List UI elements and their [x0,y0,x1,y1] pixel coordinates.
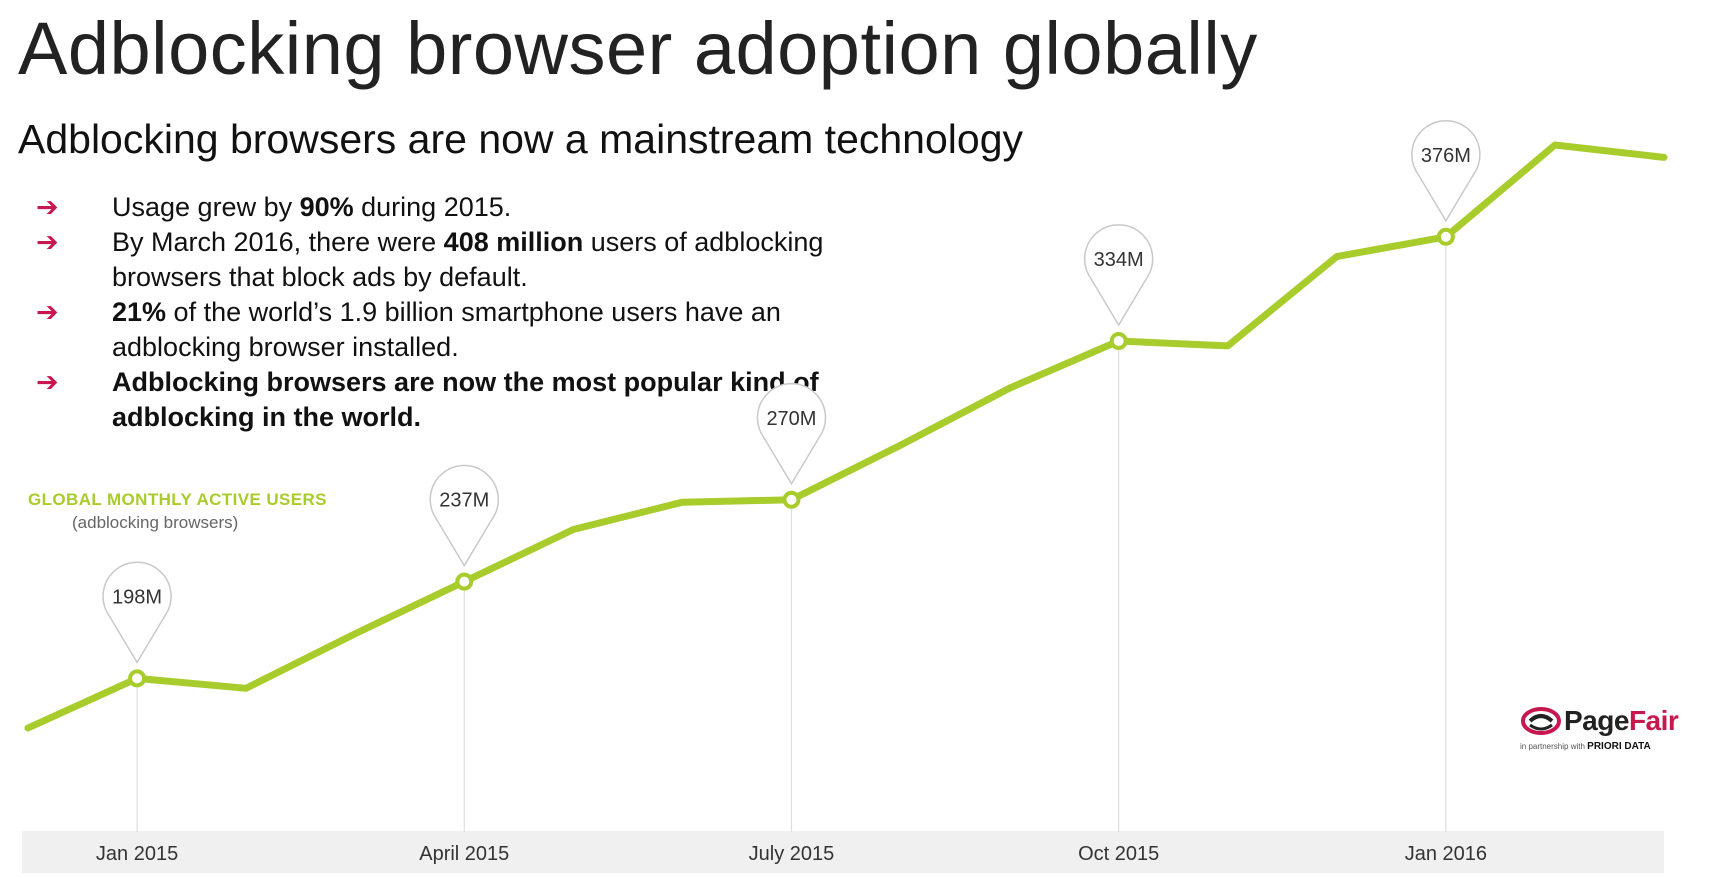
x-tick-label: April 2015 [419,843,509,865]
x-tick-label: July 2015 [749,843,835,865]
bullet-text: Usage grew by [112,192,300,222]
data-label: 237M [439,490,489,512]
data-label: 334M [1094,249,1144,271]
bullet-text: By March 2016, there were [112,227,444,257]
callout-pin [429,464,499,568]
x-tick-label: Jan 2016 [1405,843,1487,865]
bullet-text-bold: Adblocking browsers are now the most pop… [112,367,819,432]
callout-pin [102,561,172,664]
partner-line: in partnership with PRIORI DATA [1520,741,1651,752]
page-title: Adblocking browser adoption globally [18,7,1258,90]
pagefair-logo: PageFair in partnership with PRIORI DATA [1520,705,1679,755]
bullet-item: ➔ 21% of the world’s 1.9 billion smartpho… [36,295,896,365]
pagefair-logo-name: PageFair [1564,705,1679,736]
chart-series-sublabel: (adblocking browsers) [72,513,239,532]
arrow-right-icon: ➔ [36,367,59,397]
arrow-right-icon: ➔ [36,227,59,257]
series-line [24,141,1668,732]
data-point-marker [128,669,147,688]
bullet-item: ➔ By March 2016, there were 408 million u… [36,225,896,295]
bullet-text-bold: 90% [299,192,354,222]
bullet-text: of the world’s 1.9 billion smartphone us… [112,297,781,362]
callout-pin [756,383,827,486]
callout-pin [1083,224,1154,327]
data-point-marker [1436,227,1455,246]
arrow-right-icon: ➔ [36,192,59,222]
data-point-marker [782,490,801,509]
data-label: 270M [766,408,816,430]
bullet-list: ➔ Usage grew by 90% during 2015. ➔ By March… [36,190,896,435]
x-axis-band [22,831,1664,873]
data-point-marker [455,572,474,591]
bullet-text: users of adblocking browsers that block … [112,227,824,292]
bullet-text-bold: 408 million [443,227,584,257]
data-label: 376M [1421,145,1471,167]
bullet-item: ➔ Adblocking browsers are now the most po… [36,365,896,435]
x-tick-label: Jan 2015 [96,843,178,865]
callout-pin [1411,120,1481,223]
bullet-item: ➔ Usage grew by 90% during 2015. [36,190,896,225]
bullet-text-bold: 21% [112,297,167,327]
bullet-text: during 2015. [353,192,512,222]
chart-series-label: GLOBAL MONTHLY ACTIVE USERS [28,490,327,509]
x-tick-label: Oct 2015 [1078,843,1159,865]
data-point-marker [1109,331,1128,350]
pagefair-logo-icon [1521,707,1561,735]
page-subtitle: Adblocking browsers are now a mainstream… [18,116,1024,162]
arrow-right-icon: ➔ [36,297,59,327]
data-label: 198M [112,586,162,608]
